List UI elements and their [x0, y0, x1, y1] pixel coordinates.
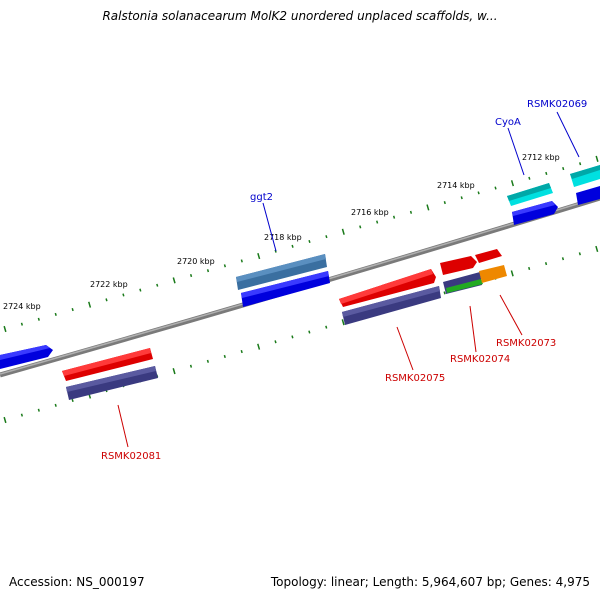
gene-label-ggt2[interactable]: ggt2: [250, 192, 273, 203]
tick-mark: [291, 244, 294, 248]
gene-rsmk02075-block[interactable]: [339, 269, 441, 325]
tick-mark: [37, 317, 40, 321]
tick-mark: [579, 162, 582, 166]
tick-mark: [71, 398, 74, 403]
tick-mark: [223, 354, 226, 359]
gene-label-cyoa[interactable]: CyoA: [495, 117, 521, 128]
tick-mark: [510, 180, 515, 187]
tick-mark: [545, 171, 548, 175]
kbp-label-2722: 2722 kbp: [90, 280, 128, 289]
kbp-label-2714: 2714 kbp: [437, 181, 475, 190]
tick-mark: [409, 210, 413, 214]
tick-mark: [578, 252, 581, 256]
tick-mark: [20, 413, 24, 417]
tick-mark: [443, 201, 446, 205]
gene-rsmk02074-block[interactable]: [440, 256, 483, 294]
tick-mark: [139, 288, 142, 292]
tick-mark: [562, 167, 565, 171]
tick-mark: [595, 155, 599, 162]
tick-mark: [460, 196, 463, 200]
gene-rsmk02069-block[interactable]: [570, 165, 600, 205]
leader-rsmk02075: [396, 326, 414, 371]
tick-mark: [172, 368, 176, 375]
tick-mark: [291, 335, 294, 339]
tick-mark: [240, 350, 243, 354]
tick-mark: [206, 359, 210, 363]
tick-mark: [341, 228, 345, 235]
tick-mark: [426, 204, 430, 211]
gene-rsmk02081-block[interactable]: [62, 348, 158, 400]
tick-mark: [561, 257, 565, 261]
gene-left-blue-block[interactable]: [0, 345, 53, 369]
map-title: Ralstonia solanacearum MolK2 unordered u…: [102, 9, 498, 23]
tick-mark: [189, 364, 193, 368]
tick-mark: [443, 291, 446, 295]
tick-mark: [3, 325, 7, 333]
leader-cyoa: [507, 127, 525, 176]
leader-rsmk02074: [469, 305, 477, 353]
tick-mark: [20, 322, 24, 326]
leader-rsmk02069: [556, 111, 580, 158]
tick-mark: [376, 220, 379, 224]
leader-rsmk02081: [117, 404, 129, 448]
gene-label-rsmk02073[interactable]: RSMK02073: [496, 338, 556, 349]
tick-mark: [206, 269, 210, 273]
kbp-label-2724: 2724 kbp: [3, 302, 41, 311]
accession-text: Accession: NS_000197: [9, 575, 145, 589]
tick-mark: [240, 259, 243, 263]
tick-mark: [3, 416, 7, 424]
tick-mark: [308, 239, 311, 244]
tick-mark: [510, 270, 514, 277]
tick-mark: [341, 319, 345, 326]
leader-ggt2: [262, 202, 277, 252]
leader-rsmk02073: [499, 294, 523, 336]
gene-ggt2-block[interactable]: [236, 254, 330, 307]
tick-mark: [37, 408, 40, 412]
tick-mark: [325, 325, 328, 329]
gene-cyoa-block[interactable]: [507, 183, 558, 225]
kbp-label-2712: 2712 kbp: [522, 153, 560, 162]
gene-label-rsmk02074[interactable]: RSMK02074: [450, 354, 510, 365]
gene-label-rsmk02081[interactable]: RSMK02081: [101, 451, 161, 462]
tick-mark: [257, 252, 261, 260]
tick-mark: [172, 277, 176, 284]
genome-summary-text: Topology: linear; Length: 5,964,607 bp; …: [270, 575, 590, 589]
tick-mark: [257, 343, 261, 350]
tick-mark: [528, 176, 531, 180]
tick-mark: [122, 293, 125, 297]
tick-mark: [54, 312, 57, 316]
tick-mark: [325, 235, 328, 239]
gene-label-rsmk02075[interactable]: RSMK02075: [385, 373, 445, 384]
kbp-label-2716: 2716 kbp: [351, 208, 389, 217]
tick-mark: [308, 330, 311, 334]
tick-mark: [189, 273, 193, 278]
tick-row-top: [3, 155, 599, 333]
gene-rsmk02073-block[interactable]: [475, 249, 507, 283]
tick-mark: [156, 283, 159, 287]
tick-mark: [494, 186, 497, 190]
gene-label-rsmk02069[interactable]: RSMK02069: [527, 99, 587, 110]
tick-mark: [528, 266, 531, 271]
tick-mark: [88, 301, 92, 308]
tick-mark: [392, 215, 396, 219]
tick-mark: [359, 225, 362, 229]
tick-mark: [105, 298, 108, 302]
tick-mark: [595, 245, 599, 253]
tick-mark: [54, 403, 57, 407]
tick-mark: [274, 340, 277, 344]
kbp-label-2720: 2720 kbp: [177, 257, 215, 266]
kbp-label-2718: 2718 kbp: [264, 233, 302, 242]
tick-mark: [477, 191, 480, 195]
tick-mark: [71, 308, 74, 312]
tick-mark: [544, 262, 548, 266]
tick-mark: [223, 264, 227, 268]
